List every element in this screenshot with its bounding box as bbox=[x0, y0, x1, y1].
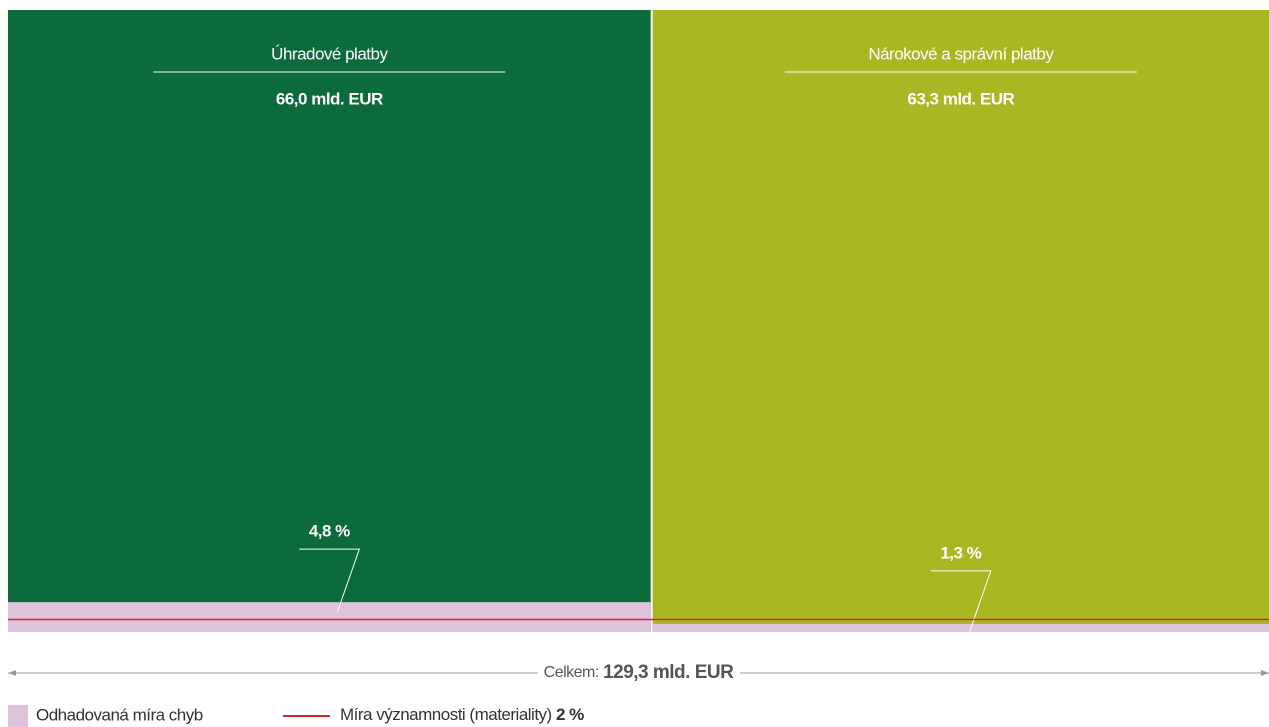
legend-error: Odhadovaná míra chyb bbox=[36, 705, 203, 724]
category-label: Nárokové a správní platby bbox=[868, 44, 1054, 63]
block bbox=[652, 10, 1269, 632]
error-label: 4,8 % bbox=[309, 522, 350, 541]
legend-swatch bbox=[8, 705, 28, 727]
block bbox=[8, 10, 651, 632]
error-label: 1,3 % bbox=[940, 543, 981, 562]
category-label: Úhradové platby bbox=[271, 44, 388, 63]
total-label: Celkem: 129,3 mld. EUR bbox=[544, 662, 734, 683]
total-value: 129,3 mld. EUR bbox=[603, 662, 734, 683]
error-bar bbox=[8, 602, 651, 632]
value-label: 63,3 mld. EUR bbox=[907, 89, 1014, 108]
error-leader bbox=[299, 548, 361, 613]
value-label: 66,0 mld. EUR bbox=[276, 89, 383, 108]
error-bar bbox=[652, 623, 1269, 632]
total-caption: Celkem: bbox=[544, 664, 599, 681]
total-bg bbox=[537, 662, 741, 684]
legend-materiality: Míra významnosti (materiality) 2 % bbox=[340, 705, 584, 724]
error-leader bbox=[930, 570, 992, 635]
legend-materiality-name: Míra významnosti (materiality) bbox=[340, 705, 552, 724]
legend-materiality-value: 2 % bbox=[556, 705, 584, 724]
